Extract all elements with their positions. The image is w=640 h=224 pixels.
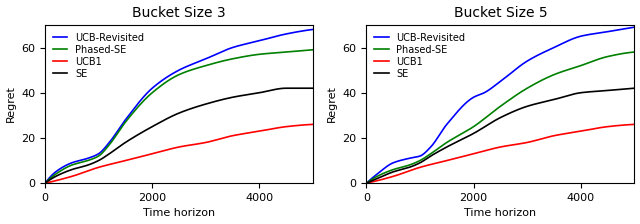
Phased-SE [582,62,590,65]
Phased-SE [170,76,178,79]
Y-axis label: Regret: Regret [327,86,337,123]
UCB1 [41,182,49,185]
UCB-Revisited [522,60,530,63]
UCB1 [201,141,209,144]
UCB-Revisited [362,182,370,185]
UCB1 [309,123,317,126]
UCB-Revisited [201,58,209,61]
Line: UCB1: UCB1 [366,124,634,183]
UCB1 [508,144,515,146]
Y-axis label: Regret: Regret [6,86,15,123]
UCB-Revisited [41,182,49,185]
SE [492,119,499,122]
UCB-Revisited [490,85,497,88]
Phased-SE [522,88,530,90]
Legend: UCB-Revisited, Phased-SE, UCB1, SE: UCB-Revisited, Phased-SE, UCB1, SE [371,30,468,81]
Line: UCB-Revisited: UCB-Revisited [366,27,634,183]
Phased-SE [492,109,499,111]
SE [261,90,269,93]
SE [522,105,530,108]
UCB-Revisited [309,28,317,31]
SE [490,120,497,123]
Line: UCB1: UCB1 [45,124,313,183]
UCB1 [303,123,310,126]
UCB-Revisited [186,64,194,67]
Phased-SE [261,52,269,55]
SE [186,108,194,110]
SE [168,115,176,117]
SE [309,87,317,90]
UCB-Revisited [624,27,632,30]
Phased-SE [624,51,632,54]
UCB1 [186,144,194,146]
Phased-SE [630,51,638,53]
UCB1 [624,123,632,126]
UCB-Revisited [170,71,178,74]
Phased-SE [303,49,310,52]
Phased-SE [490,110,497,113]
SE [303,87,311,90]
UCB1 [168,147,176,150]
UCB-Revisited [508,71,515,74]
UCB1 [630,123,638,126]
UCB-Revisited [303,29,310,32]
Line: SE: SE [366,88,634,183]
UCB1 [492,147,499,149]
SE [41,182,49,185]
Legend: UCB-Revisited, Phased-SE, UCB1, SE: UCB-Revisited, Phased-SE, UCB1, SE [50,30,147,81]
UCB-Revisited [582,34,590,37]
UCB1 [261,129,269,131]
SE [582,91,590,93]
UCB-Revisited [261,38,269,41]
UCB1 [490,147,497,150]
Line: SE: SE [45,88,313,183]
Phased-SE [41,182,49,185]
SE [630,87,638,90]
Phased-SE [201,65,209,67]
X-axis label: Time horizon: Time horizon [143,209,215,218]
SE [170,114,178,117]
Phased-SE [309,48,317,51]
SE [362,182,370,185]
UCB-Revisited [630,26,638,28]
Line: Phased-SE: Phased-SE [366,52,634,183]
Title: Bucket Size 5: Bucket Size 5 [454,6,547,19]
Line: UCB-Revisited: UCB-Revisited [45,29,313,183]
X-axis label: Time horizon: Time horizon [465,209,536,218]
Phased-SE [168,77,176,80]
UCB1 [522,141,530,144]
UCB1 [362,182,370,185]
Phased-SE [508,97,515,100]
UCB-Revisited [168,73,176,75]
Line: Phased-SE: Phased-SE [45,50,313,183]
Phased-SE [362,182,370,185]
SE [508,111,515,114]
SE [624,87,632,90]
Phased-SE [186,69,194,72]
SE [201,103,209,106]
UCB1 [582,129,590,131]
UCB1 [170,147,178,149]
UCB-Revisited [492,84,499,87]
SE [283,87,291,90]
Title: Bucket Size 3: Bucket Size 3 [132,6,226,19]
